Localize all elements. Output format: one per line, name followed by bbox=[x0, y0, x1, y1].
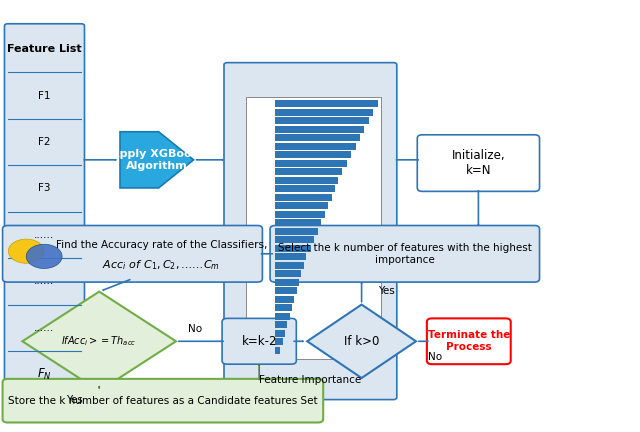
Text: Terminate the
Process: Terminate the Process bbox=[428, 330, 510, 352]
Bar bbox=[275, 296, 294, 303]
FancyBboxPatch shape bbox=[222, 318, 296, 364]
Text: Yes: Yes bbox=[67, 395, 83, 405]
Bar bbox=[275, 313, 290, 320]
Bar bbox=[275, 160, 347, 167]
Text: ......: ...... bbox=[35, 276, 54, 286]
FancyBboxPatch shape bbox=[427, 318, 511, 364]
FancyBboxPatch shape bbox=[4, 24, 84, 400]
Text: If k>0: If k>0 bbox=[344, 335, 380, 348]
Bar bbox=[275, 101, 378, 108]
Text: ......: ...... bbox=[35, 230, 54, 240]
Text: $\mathit{If Acc_i >= Th_{acc}}$: $\mathit{If Acc_i >= Th_{acc}}$ bbox=[61, 334, 137, 348]
Bar bbox=[275, 321, 287, 328]
Text: Initialize,
k=N: Initialize, k=N bbox=[452, 149, 505, 177]
Text: Store the k number of features as a Candidate features Set: Store the k number of features as a Cand… bbox=[8, 396, 317, 406]
Bar bbox=[275, 126, 364, 133]
Text: No: No bbox=[188, 324, 202, 334]
FancyBboxPatch shape bbox=[270, 226, 540, 282]
Text: F3: F3 bbox=[38, 184, 51, 194]
Bar bbox=[275, 338, 283, 345]
Text: Feature List: Feature List bbox=[7, 44, 82, 54]
Bar bbox=[246, 97, 381, 359]
Text: Select the k number of features with the highest
importance: Select the k number of features with the… bbox=[278, 243, 532, 264]
FancyBboxPatch shape bbox=[417, 135, 540, 191]
Bar bbox=[275, 287, 296, 294]
Bar bbox=[275, 236, 314, 243]
Text: Feature Importance: Feature Importance bbox=[259, 375, 362, 385]
Bar bbox=[275, 330, 285, 337]
Text: Yes: Yes bbox=[378, 286, 394, 296]
Bar bbox=[275, 254, 306, 260]
Bar bbox=[275, 185, 335, 192]
Polygon shape bbox=[120, 132, 193, 188]
Text: ......: ...... bbox=[35, 323, 54, 333]
Text: Apply XGBoost
Algorithm: Apply XGBoost Algorithm bbox=[111, 149, 203, 171]
Text: Find the Accuracy rate of the Classifiers,: Find the Accuracy rate of the Classifier… bbox=[56, 240, 267, 250]
Bar bbox=[275, 347, 280, 354]
Polygon shape bbox=[22, 292, 176, 391]
Circle shape bbox=[8, 239, 44, 264]
Text: No: No bbox=[428, 352, 442, 362]
FancyBboxPatch shape bbox=[224, 63, 397, 400]
Text: F1: F1 bbox=[38, 91, 51, 101]
FancyBboxPatch shape bbox=[3, 379, 323, 422]
Bar bbox=[275, 109, 373, 116]
Bar bbox=[275, 194, 332, 201]
Text: k=k-2: k=k-2 bbox=[241, 335, 277, 348]
Bar bbox=[275, 228, 318, 235]
Bar bbox=[275, 245, 311, 252]
Text: F2: F2 bbox=[38, 137, 51, 147]
Text: $\mathit{Acc_i}$ $\mathit{of}$ $C_1, C_2, \ldots\ldots C_m$: $\mathit{Acc_i}$ $\mathit{of}$ $C_1, C_2… bbox=[102, 258, 220, 272]
Bar bbox=[275, 177, 339, 184]
Bar bbox=[275, 143, 356, 150]
Bar bbox=[275, 203, 328, 210]
Bar bbox=[275, 168, 342, 175]
FancyBboxPatch shape bbox=[3, 226, 262, 282]
Circle shape bbox=[26, 245, 62, 269]
Polygon shape bbox=[307, 305, 416, 378]
Bar bbox=[275, 152, 351, 159]
Bar bbox=[275, 279, 299, 286]
Bar bbox=[275, 134, 360, 141]
Bar bbox=[275, 118, 369, 124]
Bar bbox=[275, 262, 303, 269]
Text: $\mathbf{\mathit{F_N}}$: $\mathbf{\mathit{F_N}}$ bbox=[37, 367, 52, 382]
Bar bbox=[275, 219, 321, 226]
Bar bbox=[275, 270, 301, 277]
Bar bbox=[275, 211, 324, 218]
Bar bbox=[275, 305, 292, 311]
